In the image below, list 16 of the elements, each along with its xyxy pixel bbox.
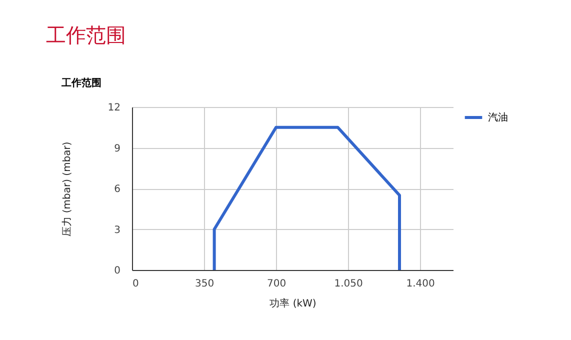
line-series	[212, 126, 401, 272]
x-tick-label: 1.050	[334, 278, 363, 290]
y-tick-label: 12	[108, 102, 120, 114]
x-tick-label: 1.400	[406, 278, 435, 290]
chart-subtitle: 工作范围	[60, 77, 102, 89]
x-tick-label: 350	[194, 278, 214, 290]
y-tick-label: 9	[114, 143, 120, 154]
y-tick-label: 3	[114, 224, 120, 236]
x-tick-label: 0	[132, 278, 139, 290]
y-axis-title: 压力 (mbar) (mbar)	[60, 142, 73, 236]
chart-title: 工作范围	[46, 22, 126, 49]
legend-label: 汽油	[488, 112, 508, 124]
y-tick-label: 0	[114, 266, 120, 276]
y-tick-label: 6	[114, 184, 120, 195]
x-tick-label: 700	[266, 278, 286, 290]
x-axis-title: 功率 (kW)	[270, 298, 316, 310]
